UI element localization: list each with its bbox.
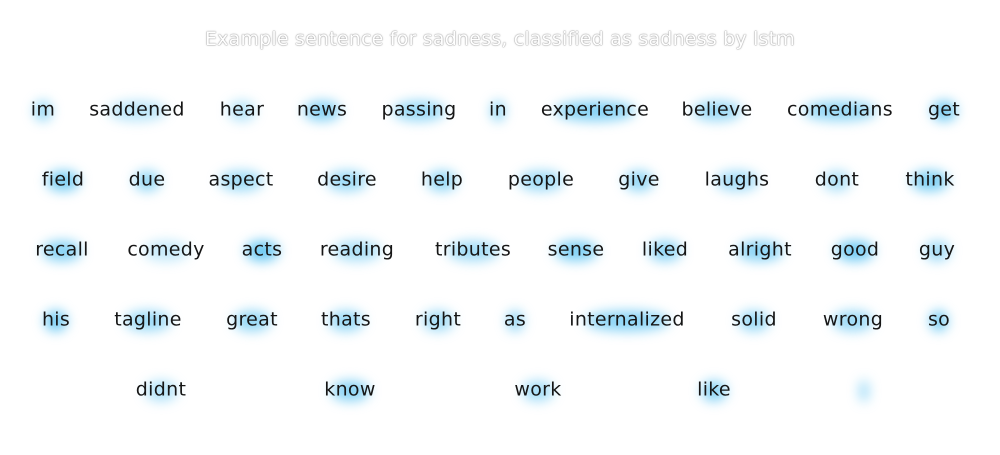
token-word: great [226,308,278,331]
token-word: people [507,168,575,191]
token-word: as [503,308,527,331]
token-word: think [905,168,955,191]
token-word: tributes [434,238,512,261]
token-word: acts [241,238,283,261]
token-word: experience [540,98,650,121]
token-word: believe [681,98,753,121]
token-word: passing [381,98,457,121]
token-word: sense [547,238,605,261]
token-word: dont [814,168,860,191]
token-word: due [128,168,166,191]
token-word: laughs [704,168,770,191]
token-word: internalized [569,308,685,331]
token-word: didnt [135,378,187,401]
token-word: his [41,308,71,331]
token-word: desire [317,168,377,191]
token-word: solid [731,308,777,331]
token-word: get [927,98,961,121]
token-word: comedy [127,238,205,261]
token-word: right [414,308,462,331]
token-word: help [420,168,464,191]
token-word: comedians [787,98,893,121]
token-word: im [30,98,56,121]
token-word: field [41,168,85,191]
token-word: saddened [89,98,185,121]
figure-title: Example sentence for sadness, classified… [204,28,796,50]
token-word: alright [728,238,792,261]
token-word: reading [319,238,395,261]
token-word: liked [641,238,689,261]
token-word: thats [321,308,371,331]
token-word: guy [918,238,956,261]
token-word: so [927,308,951,331]
token-word: aspect [208,168,274,191]
token-word: news [296,98,348,121]
token-word: tagline [114,308,182,331]
attention-highlight [860,380,868,402]
token-word: know [324,378,376,401]
token-word: good [830,238,880,261]
token-word: wrong [822,308,884,331]
token-word: hear [219,98,265,121]
token-word: recall [35,238,89,261]
token-word: like [697,378,731,401]
token-word: give [618,168,660,191]
token-word: in [489,98,507,121]
token-word: work [514,378,562,401]
